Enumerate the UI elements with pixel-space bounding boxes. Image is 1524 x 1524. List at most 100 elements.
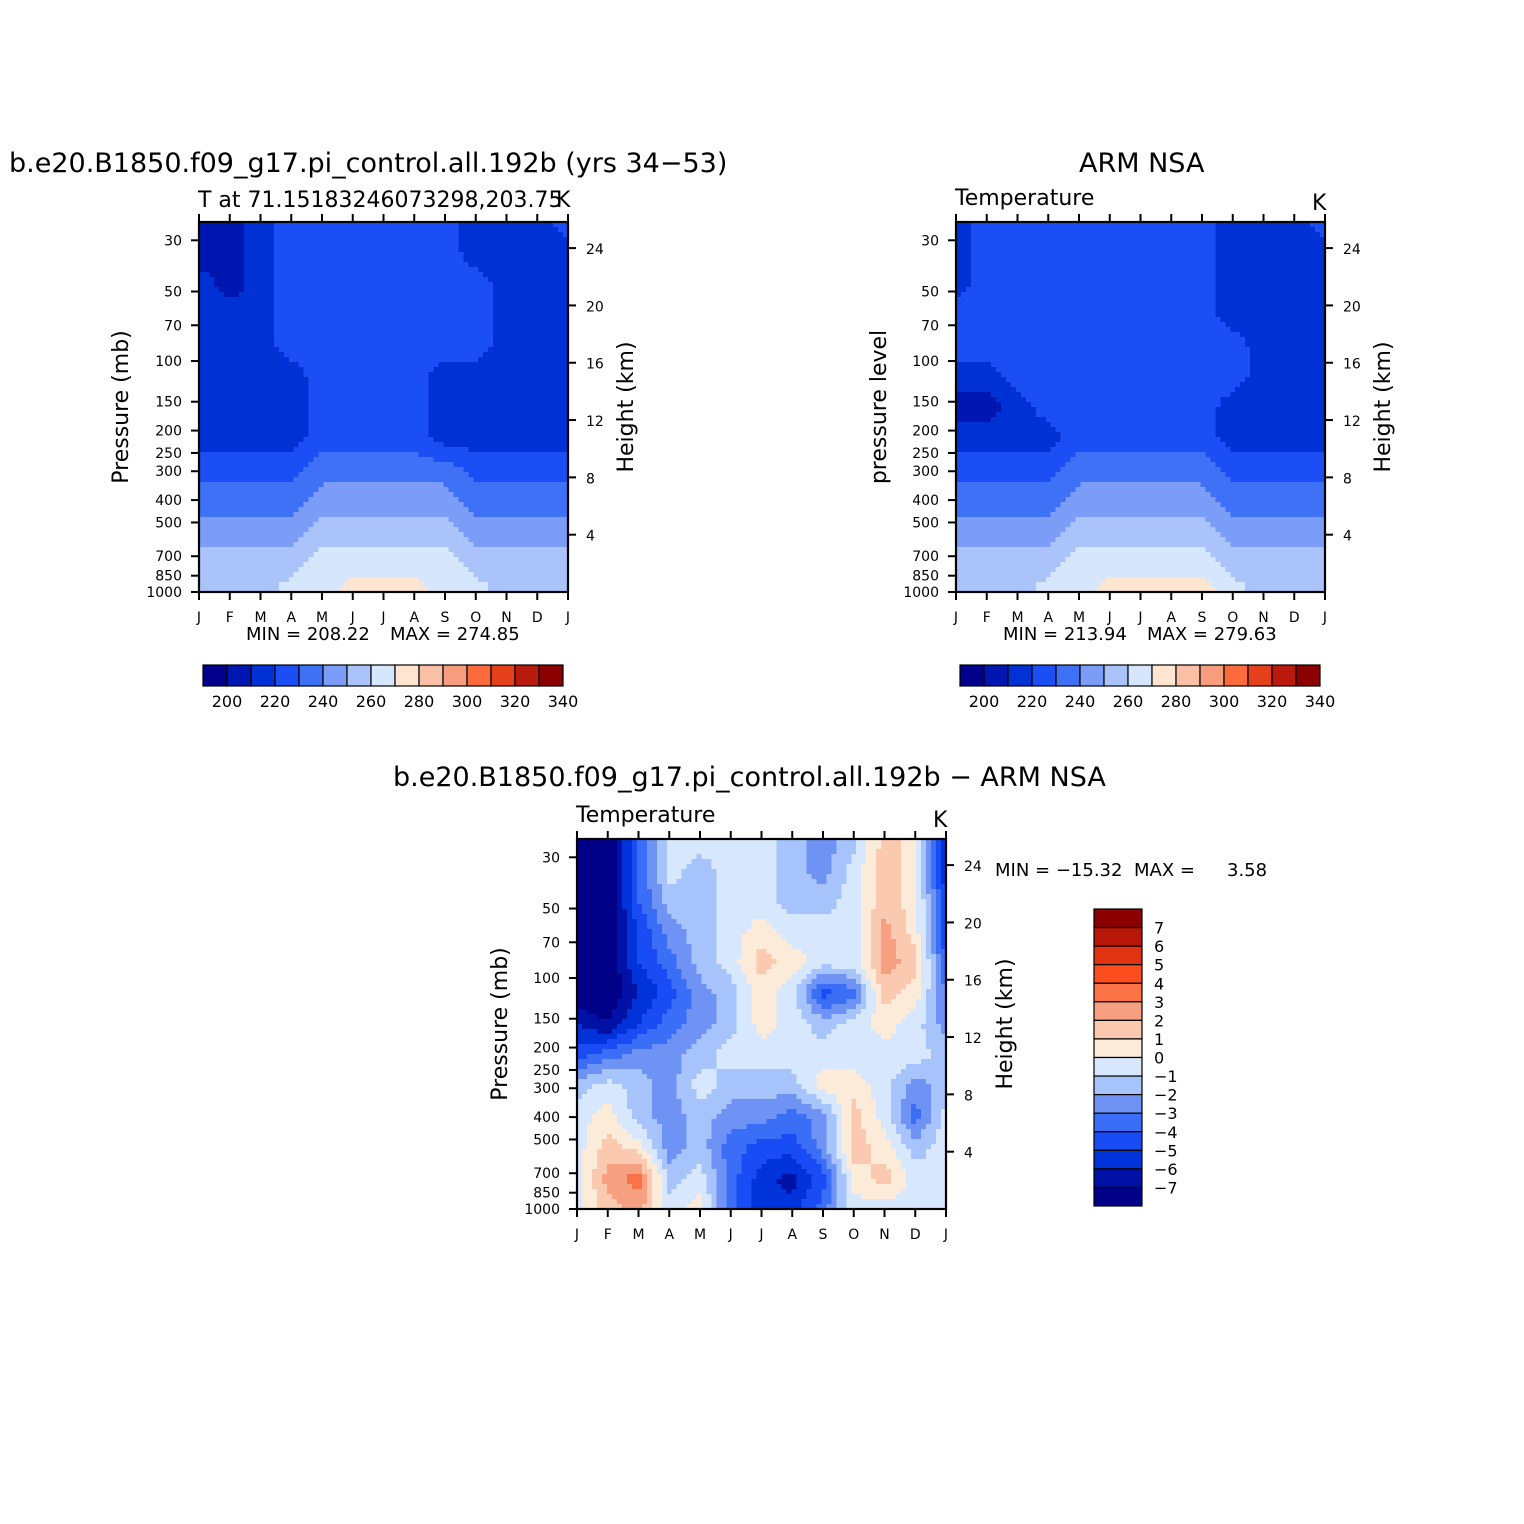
colorbar-swatch [1007,664,1033,687]
y-tick-label-diff: 400 [533,1110,560,1126]
y-tick-right-label-diff: 12 [964,1031,982,1047]
x-tick-label-obs: M [1011,610,1023,626]
y-tick-right-label-model: 20 [586,299,604,315]
colorbar-swatch [202,664,228,687]
panel-diff-min-label: MIN = −15.32 [995,860,1123,881]
x-tick-label-model: A [286,610,296,626]
y-tick-label-diff: 500 [533,1132,560,1148]
panel-obs: J F M A M J J A S O N D J 30 50 70 100 150 200 250 300 400 500… [867,214,1396,711]
y-tick-right-label-diff: 20 [964,916,982,932]
colorbar-label-diff: −5 [1154,1141,1178,1160]
colorbar-label-obs: 300 [1209,692,1240,711]
colorbar-swatch [346,664,372,687]
colorbar-swatch [1093,1149,1143,1170]
x-tick-label-model: S [441,610,450,626]
colorbar-swatch [1079,664,1105,687]
y-tick-right-label-model: 12 [586,414,604,430]
x-tick-label-obs: J [1322,610,1327,626]
y-tick-label-model: 250 [155,446,182,462]
x-tick-label-model: J [380,610,385,626]
y-tick-label-model: 200 [155,424,182,440]
x-tick-label-obs: F [983,610,991,626]
x-tick-label-diff: J [728,1227,733,1243]
colorbar-swatch [226,664,252,687]
x-tick-label-diff: M [632,1227,644,1243]
panel-model-units: K [556,188,571,213]
y-tick-label-obs: 850 [912,569,939,585]
y-tick-label-model: 850 [155,569,182,585]
y-tick-right-label-model: 4 [586,529,595,545]
y-tick-right-label-diff: 24 [964,859,982,875]
y-tick-label-diff: 1000 [524,1202,560,1218]
y-tick-right-label-diff: 8 [964,1088,973,1104]
x-tick-label-obs: D [1289,610,1300,626]
colorbar-swatch [1295,664,1321,687]
x-tick-label-model: M [316,610,328,626]
y-tick-label-model: 150 [155,395,182,411]
x-tick-label-diff: M [694,1227,706,1243]
colorbar-swatch [514,664,540,687]
y-tick-right-label-obs: 8 [1343,471,1352,487]
colorbar-label-diff: 7 [1154,919,1164,938]
panel-diff-title: b.e20.B1850.f09_g17.pi_control.all.192b … [393,762,1106,793]
y-axis-title-model: Pressure (mb) [109,330,134,484]
y-tick-label-model: 500 [155,515,182,531]
colorbar-label-model: 280 [404,692,435,711]
y-tick-label-model: 30 [164,233,182,249]
y-tick-right-label-obs: 24 [1343,242,1361,258]
y-tick-right-label-diff: 4 [964,1146,973,1162]
panel-obs-title: ARM NSA [1079,148,1205,179]
colorbar-swatch [490,664,516,687]
x-tick-label-model: J [196,610,201,626]
y-tick-label-obs: 1000 [903,585,939,601]
colorbar-label-model: 220 [260,692,291,711]
y-tick-label-model: 50 [164,285,182,301]
colorbar-swatch [442,664,468,687]
x-tick-label-model: A [409,610,419,626]
colorbar-label-obs: 260 [1113,692,1144,711]
x-tick-label-model: F [226,610,234,626]
panel-diff: J F M A M J J A S O N D J305070100150200250300400500… [488,831,1178,1243]
y-tick-label-obs: 70 [921,318,939,334]
colorbar-swatch [298,664,324,687]
colorbar-swatch [1247,664,1273,687]
x-tick-label-diff: J [943,1227,948,1243]
colorbar-swatch [1093,1038,1143,1059]
colorbar-label-diff: −1 [1154,1067,1178,1086]
y-tick-label-obs: 250 [912,446,939,462]
colorbar-swatch [983,664,1009,687]
y-tick-label-model: 300 [155,464,182,480]
colorbar-swatch [1093,1094,1143,1114]
panel-model-title: b.e20.B1850.f09_g17.pi_control.all.192b … [9,148,728,179]
panel-obs-min-label: MIN = 213.94 [1003,624,1127,645]
x-tick-label-obs: A [1043,610,1053,626]
colorbar-swatch [1093,1075,1143,1096]
contour-field-model [199,222,569,593]
x-tick-label-diff: A [787,1227,797,1243]
y-axis-right-title-diff: Height (km) [993,958,1018,1089]
colorbar-label-diff: 5 [1154,956,1164,975]
colorbar-label-obs: 280 [1161,692,1192,711]
panel-obs-subtitle: Temperature [955,186,1095,211]
y-tick-label-diff: 70 [542,935,560,951]
colorbar-label-diff: 1 [1154,1030,1164,1049]
panel-obs-max-label: MAX = 279.63 [1147,624,1277,645]
panel-diff-max-label: MAX = [1134,860,1195,881]
colorbar-label-obs: 200 [969,692,1000,711]
colorbar-label-obs: 240 [1065,692,1096,711]
y-tick-label-obs: 700 [912,549,939,565]
colorbar-model: 200 220 240 260 280 300 320 340 [202,664,578,711]
x-tick-label-obs: J [1137,610,1142,626]
y-tick-label-diff: 50 [542,902,560,918]
y-tick-right-label-obs: 20 [1343,299,1361,315]
colorbar-swatch [1093,1168,1143,1189]
colorbar-label-model: 200 [212,692,243,711]
x-tick-label-diff: J [574,1227,579,1243]
colorbar-swatch [250,664,276,687]
y-tick-label-model: 100 [155,354,182,370]
x-tick-label-diff: A [664,1227,674,1243]
colorbar-label-diff: −2 [1154,1086,1178,1105]
